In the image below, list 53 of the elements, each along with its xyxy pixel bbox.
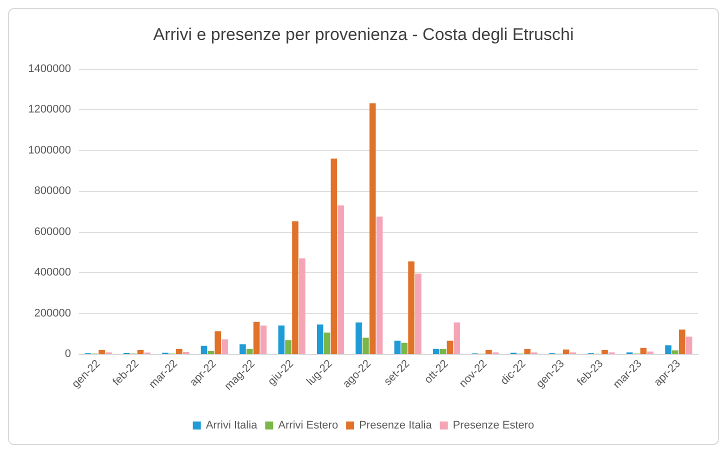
bar: [562, 350, 570, 354]
bar: [446, 340, 454, 354]
bar: [665, 345, 672, 354]
y-tick-label: 800000: [34, 185, 71, 198]
bar: [440, 348, 446, 354]
legend-label: Presenze Estero: [452, 420, 534, 432]
bar: [214, 331, 222, 354]
bar: [137, 350, 144, 354]
bar: [640, 348, 647, 354]
bar: [330, 158, 338, 354]
bar: [240, 344, 246, 354]
bar: [316, 324, 324, 354]
bar: [292, 221, 298, 354]
bar: [432, 348, 440, 354]
bar: [299, 258, 306, 354]
bar: [253, 322, 260, 354]
bar: [401, 342, 408, 354]
y-tick-label: 1000000: [28, 144, 71, 156]
bar: [394, 340, 401, 354]
bar: [678, 330, 686, 354]
bar: [208, 350, 214, 354]
y-tick-label: 200000: [34, 307, 71, 320]
bar: [176, 348, 182, 354]
y-tick-label: 1200000: [28, 104, 71, 116]
legend-label: Presenze Italia: [359, 420, 433, 432]
y-tick-label: 1400000: [28, 63, 71, 75]
bar: [260, 326, 267, 354]
y-tick-label: 600000: [34, 226, 71, 238]
bar: [356, 322, 362, 354]
bar: [338, 205, 344, 354]
bar: [278, 326, 285, 354]
y-tick-label: 400000: [34, 266, 71, 279]
bar: [686, 336, 692, 354]
bar: [454, 322, 460, 354]
bar: [408, 261, 414, 354]
y-tick-label: 0: [64, 348, 71, 360]
bar: [324, 332, 330, 354]
bar: [246, 348, 253, 354]
bar: [376, 216, 383, 354]
bar: [602, 350, 608, 354]
bar: [415, 274, 422, 354]
bar: [98, 350, 105, 354]
bar: [524, 348, 531, 354]
bar: [200, 346, 208, 354]
bar: [222, 339, 228, 354]
legend-label: Arrivi Estero: [278, 420, 338, 432]
chart-title: Arrivi e presenze per provenienza - Costa degli Etruschi: [153, 25, 574, 44]
bar: [486, 350, 492, 354]
legend-label: Arrivi Italia: [206, 420, 258, 432]
bar: [285, 340, 292, 354]
bar: [672, 350, 678, 354]
bar: [362, 338, 369, 354]
bar: [369, 103, 376, 354]
